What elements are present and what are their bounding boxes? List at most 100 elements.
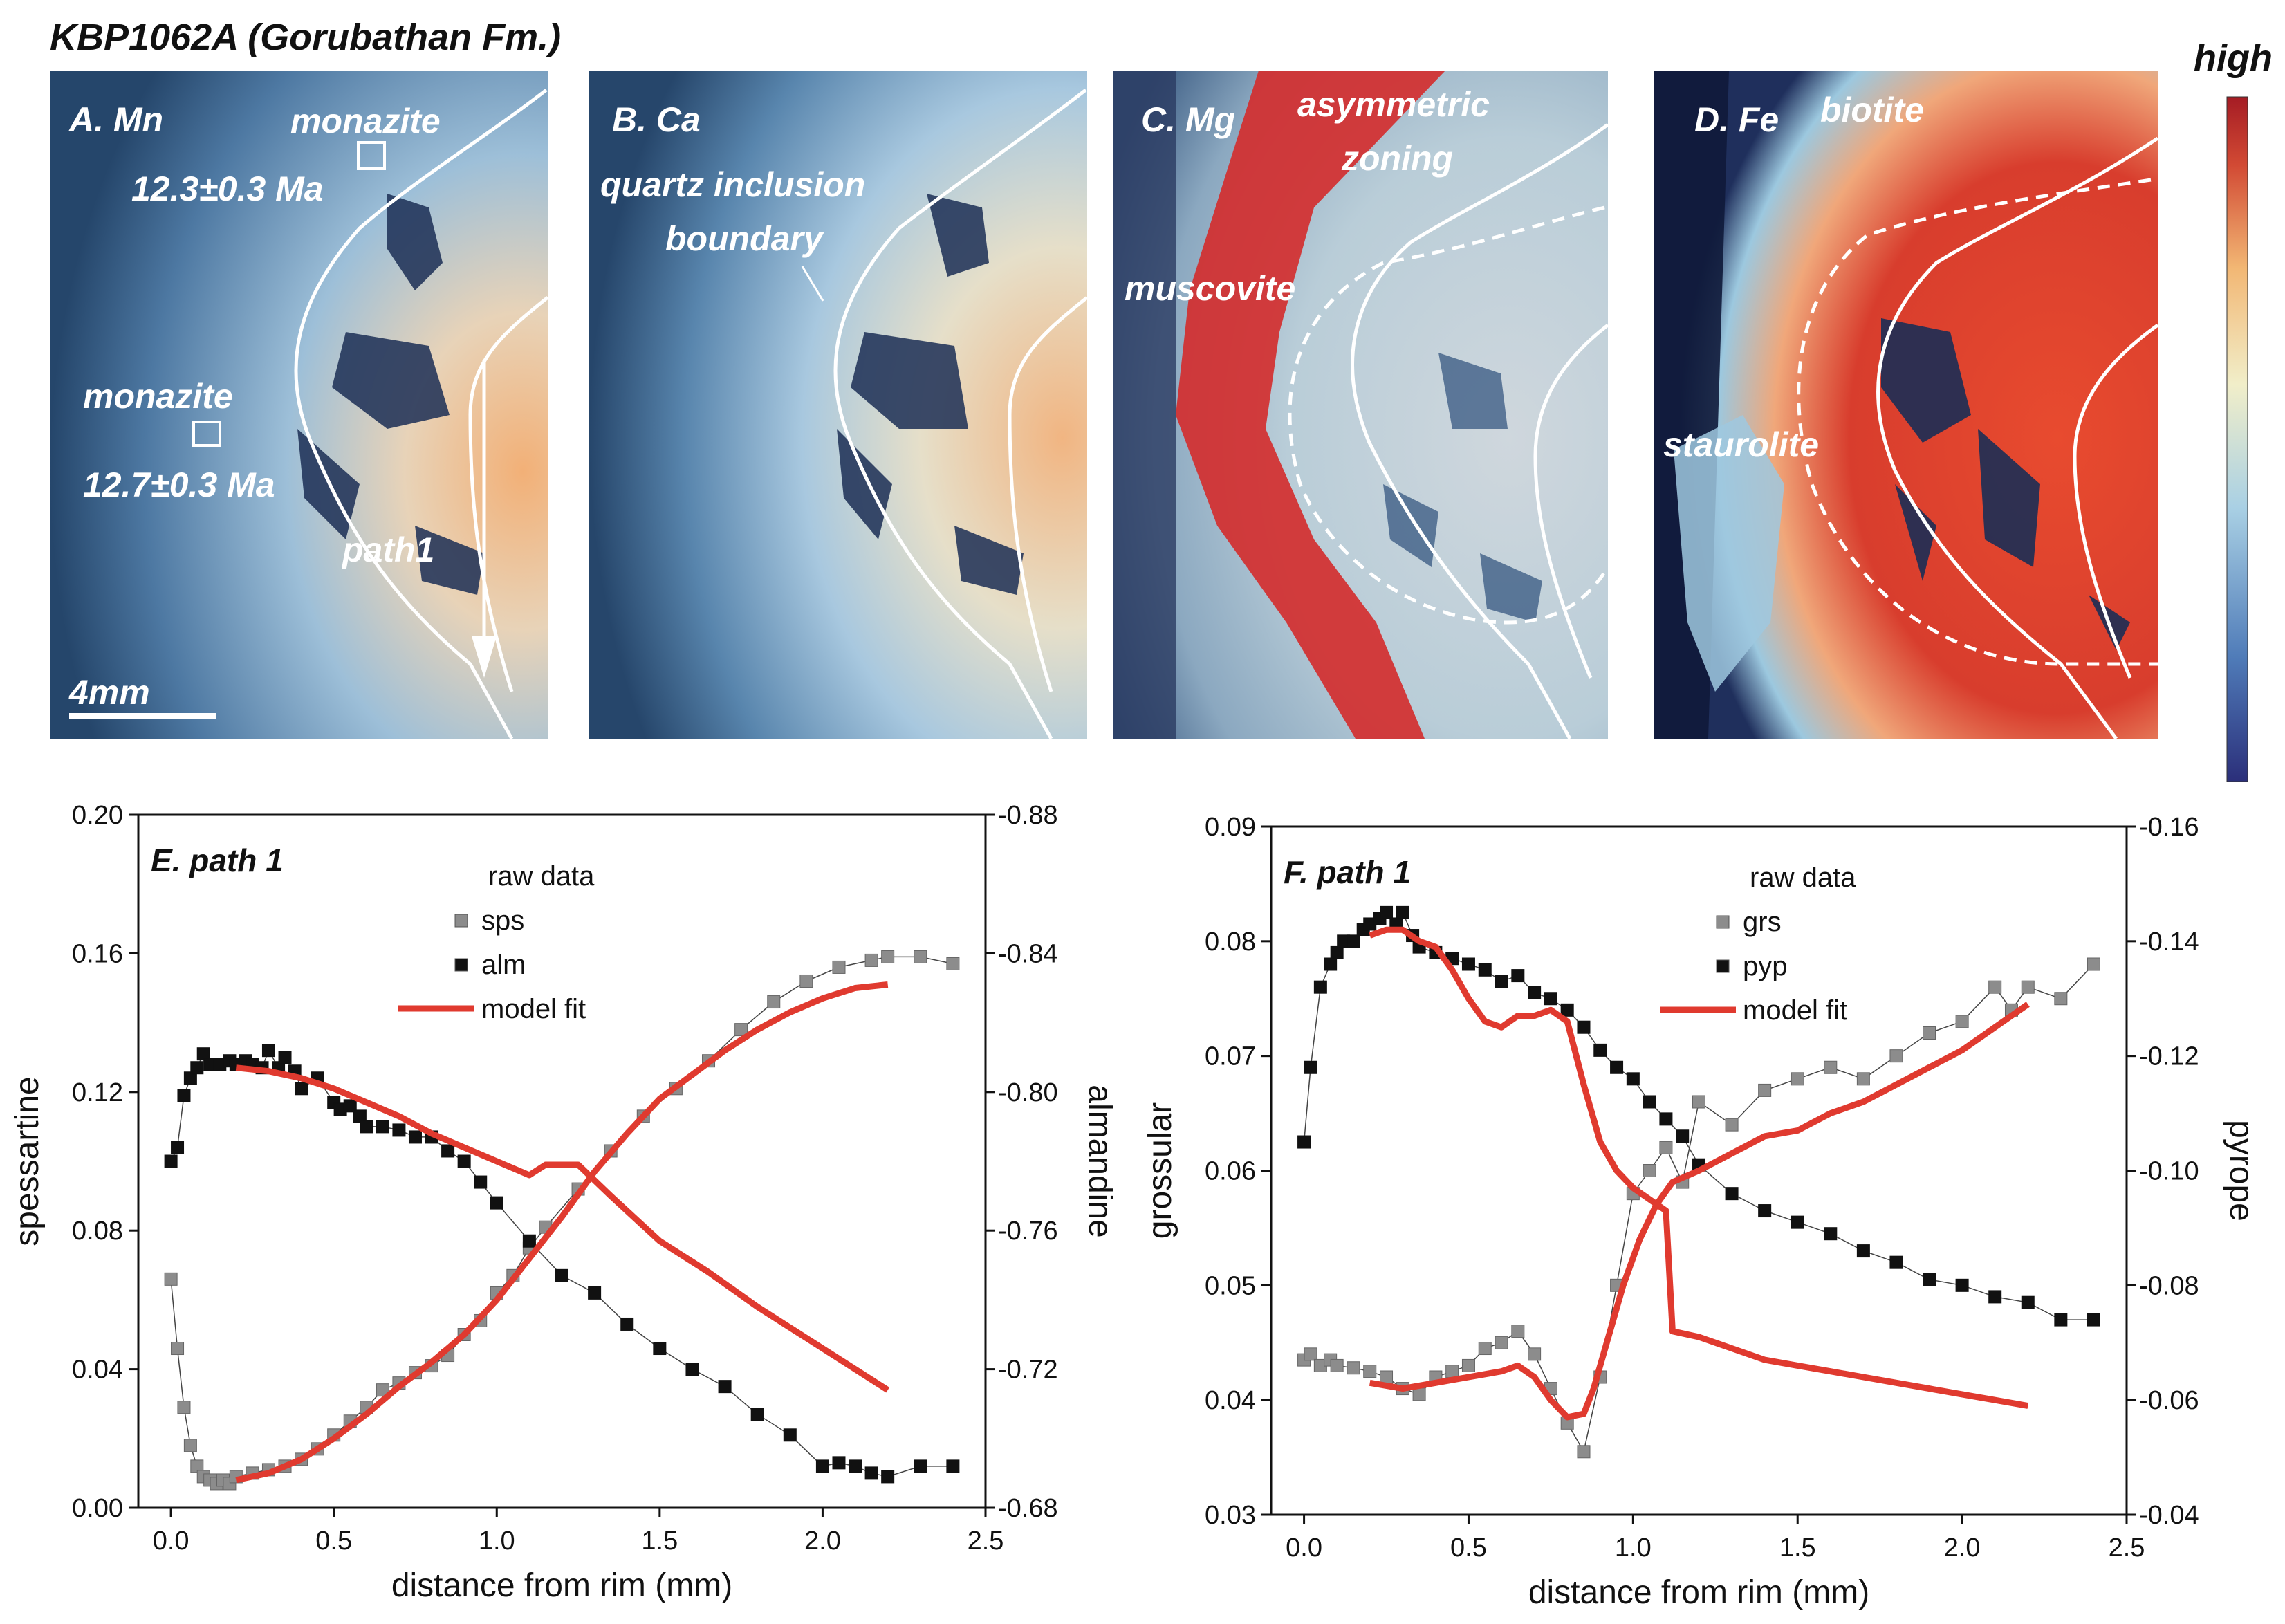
x-tick-label: 1.5 — [641, 1526, 678, 1556]
y2-tick-label: -0.08 — [2139, 1271, 2199, 1300]
sps-point — [864, 953, 878, 967]
y-axis-label: spessartine — [9, 1076, 46, 1246]
alm-point — [653, 1342, 667, 1356]
map-c-label: C. Mg — [1141, 100, 1235, 139]
map-c-mg — [1113, 71, 1608, 739]
legend-label: sps — [481, 905, 524, 936]
y-tick-label: 0.05 — [1205, 1271, 1256, 1300]
pyp-point — [1643, 1095, 1656, 1109]
pyp-point — [1560, 1003, 1574, 1017]
pyp-point — [1528, 986, 1542, 999]
map-d-inclusions — [1881, 318, 2130, 650]
pyp-point — [1676, 1129, 1690, 1143]
pyp-point — [1511, 969, 1525, 983]
alm-point — [295, 1082, 308, 1096]
pyp-point — [2087, 1313, 2100, 1327]
y2-axis-label: pyrope — [2223, 1120, 2259, 1221]
pyp-point — [2054, 1313, 2068, 1327]
colorbar-high-label: high — [2194, 37, 2273, 79]
map-a-mn — [50, 71, 548, 739]
map-b-inclusions — [837, 194, 1024, 595]
y-axis-label: grossular — [1142, 1102, 1178, 1239]
y2-tick-label: -0.76 — [998, 1217, 1058, 1246]
sps-point — [832, 960, 846, 974]
grs-point — [2054, 992, 2068, 1006]
muscovite-label: muscovite — [1125, 269, 1295, 308]
path1-label: path1 — [341, 530, 434, 569]
figure-title: KBP1062A (Gorubathan Fm.) — [50, 17, 561, 58]
legend-marker — [454, 958, 468, 972]
pyp-point — [1955, 1278, 1969, 1292]
map-a-zone-boundary-2 — [468, 296, 548, 692]
alm-point — [343, 1099, 357, 1113]
x-tick-label: 2.5 — [968, 1526, 1004, 1556]
grs-point — [2021, 980, 2035, 994]
map-c-zone-boundary-1 — [1351, 122, 1608, 739]
pyp-point — [1380, 905, 1394, 919]
grs-point — [1577, 1445, 1591, 1459]
legend-label: pyp — [1743, 951, 1788, 981]
alm-point — [946, 1459, 960, 1473]
pyp-point — [1593, 1043, 1607, 1057]
grs-point — [1495, 1336, 1508, 1349]
alm-point — [457, 1154, 471, 1168]
pyp-point — [1577, 1020, 1591, 1034]
alm-point — [881, 1470, 895, 1484]
sps-point — [164, 1272, 178, 1286]
pyp-point — [1923, 1273, 1936, 1286]
pyp-point — [1824, 1227, 1838, 1241]
grs-point — [1758, 1083, 1772, 1097]
chart-f: 0.0 0.5 1.0 1.5 2.0 2.5 0.03 0.04 0.05 0.06 0.07 0.… — [1142, 813, 2259, 1611]
monazite-age-1: 12.3±0.3 Ma — [131, 169, 324, 208]
alm-point — [555, 1268, 568, 1282]
y-tick-label: 0.16 — [72, 939, 123, 968]
alm-point — [171, 1141, 185, 1154]
alm-point — [620, 1317, 634, 1331]
grs-point — [1659, 1141, 1673, 1154]
chart-title: E. path 1 — [151, 842, 284, 878]
alm-point — [864, 1466, 878, 1480]
alm-point — [177, 1089, 191, 1102]
alm-point — [164, 1154, 178, 1168]
y2-tick-label: -0.16 — [2139, 813, 2199, 842]
grs-point — [1643, 1164, 1656, 1177]
y2-tick-label: -0.68 — [998, 1494, 1058, 1523]
alm-point — [392, 1123, 406, 1137]
x-tick-label: 2.5 — [2109, 1533, 2145, 1562]
grs-point — [1412, 1387, 1426, 1401]
grs-point — [1824, 1060, 1838, 1074]
grs-point — [1725, 1118, 1739, 1132]
legend-marker — [1716, 915, 1730, 929]
pyp-point — [1297, 1135, 1311, 1149]
alm-point — [190, 1061, 204, 1075]
monazite-box-2 — [192, 421, 221, 447]
x-tick-label: 0.5 — [315, 1526, 352, 1556]
pyp-point — [1313, 980, 1327, 994]
y-tick-label: 0.06 — [1205, 1157, 1256, 1186]
pyp-point — [1791, 1215, 1804, 1229]
pyp-point — [1889, 1255, 1903, 1269]
y-tick-label: 0.03 — [1205, 1501, 1256, 1530]
map-b-zone-boundary-2 — [1008, 296, 1087, 692]
y-tick-label: 0.08 — [72, 1217, 123, 1246]
grs-point — [1988, 980, 2002, 994]
y2-tick-label: -0.88 — [998, 801, 1058, 830]
pyp-point — [1659, 1112, 1673, 1126]
alm-point — [261, 1044, 275, 1058]
y2-tick-label: -0.72 — [998, 1356, 1058, 1385]
y2-tick-label: -0.10 — [2139, 1157, 2199, 1186]
pyp-point — [1856, 1244, 1870, 1258]
monazite-box-1 — [357, 141, 386, 170]
pyp-point — [1758, 1204, 1772, 1218]
grs-point — [1955, 1015, 1969, 1028]
y2-axis-label: almandine — [1082, 1085, 1118, 1237]
map-a-inclusions — [297, 194, 484, 595]
x-tick-label: 1.5 — [1779, 1533, 1816, 1562]
grs-point — [1856, 1072, 1870, 1086]
grs-point — [1528, 1347, 1542, 1361]
y-tick-label: 0.04 — [72, 1356, 123, 1385]
x-axis-label: distance from rim (mm) — [1528, 1574, 1869, 1611]
grs-point — [1304, 1347, 1317, 1361]
pyp-point — [1330, 945, 1344, 959]
map-d-staurolite-grain — [1674, 415, 1784, 692]
